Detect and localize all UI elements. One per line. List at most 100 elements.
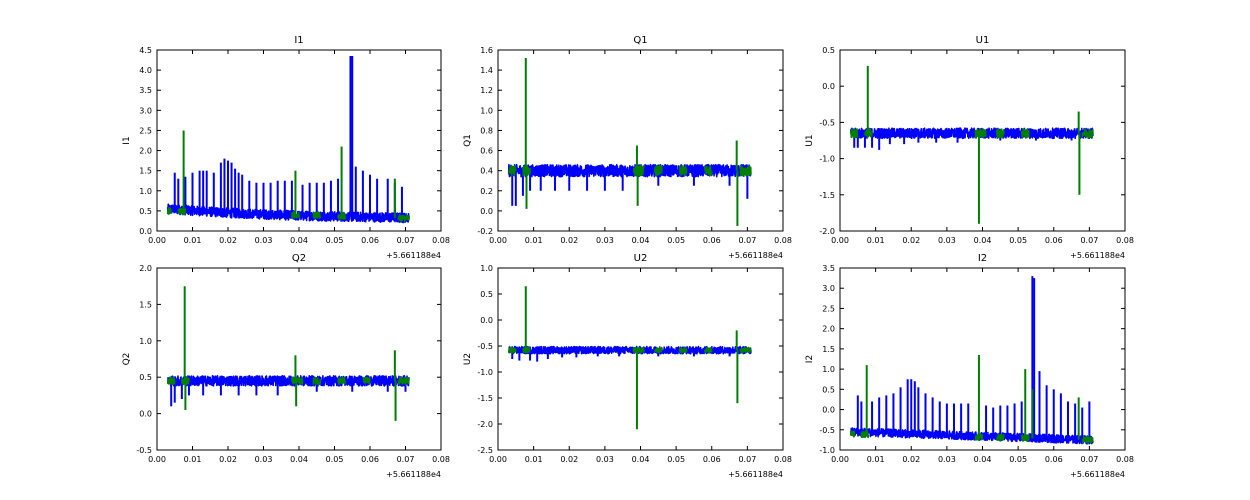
x-tick-label: 0.02 — [560, 236, 578, 245]
subplot-title: U2 — [634, 253, 648, 264]
plot-area — [840, 268, 1125, 450]
subplot-i2: 0.00 0.01 0.02 0.03 0.04 0.05 0.06 0.07 0.08 +5.6… — [805, 253, 1134, 479]
x-axis-offset-label: +5.661188e4 — [386, 470, 441, 479]
x-tick-label: 0.07 — [738, 236, 756, 245]
y-tick-label: 1.2 — [480, 86, 493, 95]
x-tick-label: 0.03 — [596, 455, 614, 464]
x-tick-label: 0.00 — [148, 455, 166, 464]
subplot-title: Q2 — [292, 253, 306, 264]
y-tick-label: -0.5 — [819, 426, 835, 435]
x-tick-label: 0.05 — [1009, 236, 1027, 245]
y-tick-label: 1.0 — [480, 264, 493, 273]
x-tick-label: 0.04 — [290, 455, 308, 464]
x-tick-label: 0.01 — [867, 236, 885, 245]
x-tick-label: 0.01 — [867, 455, 885, 464]
y-tick-label: 1.0 — [139, 337, 152, 346]
plot-data — [507, 58, 752, 226]
x-axis-offset-label: +5.661188e4 — [386, 251, 441, 260]
y-tick-label: 3.0 — [822, 284, 835, 293]
subplot-q2: 0.00 0.01 0.02 0.03 0.04 0.05 0.06 0.07 0.08 +5.6… — [122, 253, 450, 479]
y-tick-label: 1.0 — [139, 187, 152, 196]
series-green-trace — [166, 207, 410, 223]
plot-data — [849, 276, 1094, 445]
y-tick-label: 0.0 — [139, 410, 152, 419]
subplot-title: I2 — [978, 253, 987, 264]
y-tick-label: 0.5 — [822, 385, 835, 394]
y-tick-label: 3.5 — [139, 86, 152, 95]
y-tick-label: 3.5 — [822, 264, 835, 273]
x-tick-label: 0.03 — [255, 455, 273, 464]
x-tick-label: 0.00 — [489, 455, 507, 464]
y-tick-label: 0.0 — [480, 316, 493, 325]
x-tick-label: 0.04 — [974, 236, 992, 245]
y-tick-label: 1.4 — [480, 66, 493, 75]
y-tick-label: 1.5 — [139, 167, 152, 176]
y-tick-label: 0.5 — [139, 207, 152, 216]
y-tick-label: 3.0 — [139, 106, 152, 115]
x-tick-label: 0.01 — [184, 236, 202, 245]
series-green-trace — [849, 430, 1094, 444]
x-tick-label: 0.03 — [938, 455, 956, 464]
x-tick-label: 0.00 — [489, 236, 507, 245]
subplot-u1: 0.00 0.01 0.02 0.03 0.04 0.05 0.06 0.07 0.08 +5.6… — [805, 35, 1134, 260]
plot-area — [840, 50, 1125, 231]
series-blue-trace — [166, 203, 410, 224]
subplot-i1: 0.00 0.01 0.02 0.03 0.04 0.05 0.06 0.07 0.08 +5.6… — [122, 35, 450, 260]
x-tick-label: 0.05 — [326, 455, 344, 464]
x-tick-label: 0.00 — [148, 236, 166, 245]
x-tick-label: 0.05 — [1009, 455, 1027, 464]
y-tick-label: 2.0 — [139, 147, 152, 156]
y-tick-label: 4.5 — [139, 46, 152, 55]
y-tick-label: 4.0 — [139, 66, 152, 75]
plot-data — [166, 286, 410, 421]
x-axis-offset-label: +5.661188e4 — [728, 470, 783, 479]
subplot-title: U1 — [976, 35, 990, 46]
x-tick-label: 0.02 — [219, 455, 237, 464]
x-tick-label: 0.01 — [525, 236, 543, 245]
y-tick-label: -0.5 — [477, 342, 493, 351]
y-axis-label: U2 — [463, 353, 473, 365]
x-axis-offset-label: +5.661188e4 — [1070, 470, 1125, 479]
y-tick-label: 1.0 — [822, 365, 835, 374]
series-blue-trace — [507, 163, 752, 178]
y-tick-label: -2.0 — [477, 420, 493, 429]
x-tick-label: 0.02 — [560, 455, 578, 464]
x-tick-label: 0.00 — [831, 236, 849, 245]
x-tick-label: 0.04 — [632, 455, 650, 464]
y-tick-label: -1.0 — [477, 368, 493, 377]
plot-data — [507, 286, 752, 430]
x-tick-label: 0.03 — [596, 236, 614, 245]
y-axis-label: I1 — [122, 136, 132, 144]
series-blue-trace — [849, 427, 1094, 445]
x-tick-label: 0.01 — [525, 455, 543, 464]
y-tick-label: -0.5 — [136, 446, 152, 455]
y-tick-label: -2.5 — [477, 446, 493, 455]
x-tick-label: 0.07 — [1080, 236, 1098, 245]
plot-data — [849, 65, 1094, 224]
x-tick-label: 0.03 — [255, 236, 273, 245]
series-blue-trace — [849, 127, 1094, 140]
y-tick-label: 2.0 — [139, 264, 152, 273]
subplot-q1: 0.00 0.01 0.02 0.03 0.04 0.05 0.06 0.07 0.08 +5.6… — [463, 35, 792, 260]
y-tick-label: 1.6 — [480, 46, 493, 55]
x-tick-label: 0.08 — [432, 236, 450, 245]
plot-area — [157, 50, 441, 231]
y-tick-label: 0.0 — [139, 227, 152, 236]
y-axis-label: Q1 — [463, 134, 473, 147]
y-tick-label: 2.5 — [139, 126, 152, 135]
x-tick-label: 0.08 — [774, 236, 792, 245]
x-tick-label: 0.08 — [432, 455, 450, 464]
x-tick-label: 0.07 — [1080, 455, 1098, 464]
y-tick-label: 2.5 — [822, 304, 835, 313]
y-tick-label: 0.8 — [480, 126, 493, 135]
y-tick-label: 1.0 — [480, 106, 493, 115]
subplot-title: Q1 — [633, 35, 647, 46]
y-tick-label: 0.0 — [822, 82, 835, 91]
y-tick-label: 0.5 — [139, 373, 152, 382]
x-tick-label: 0.00 — [831, 455, 849, 464]
x-tick-label: 0.07 — [397, 455, 415, 464]
x-tick-label: 0.08 — [774, 455, 792, 464]
y-tick-label: 0.0 — [822, 406, 835, 415]
y-tick-label: 1.5 — [139, 300, 152, 309]
